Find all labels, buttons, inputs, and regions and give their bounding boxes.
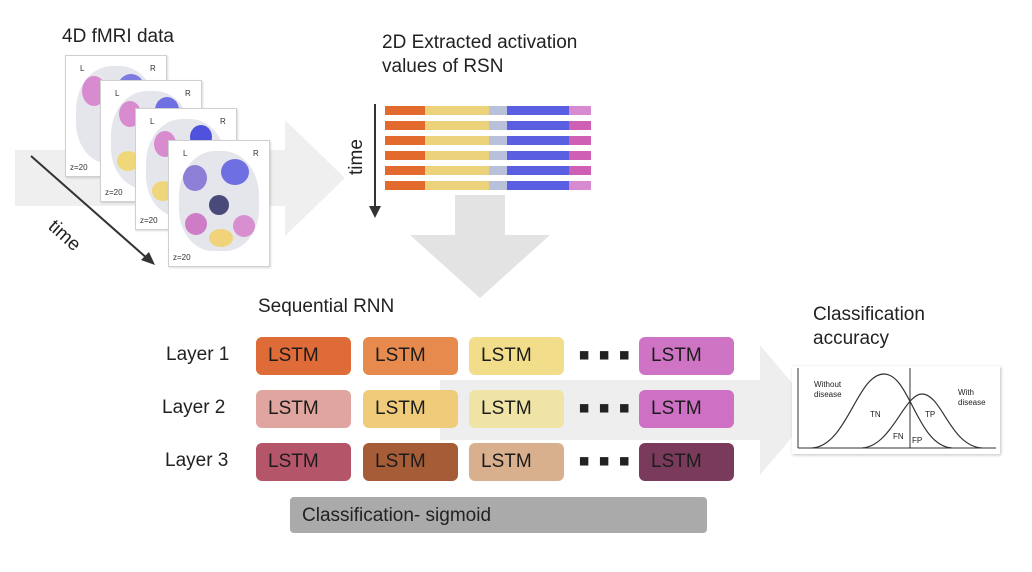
accuracy-plot: Without disease With disease TN TP FN FP: [792, 366, 1000, 454]
fmri-title: 4D fMRI data: [62, 26, 174, 47]
arrow-rsn-to-rnn: [410, 195, 550, 298]
accuracy-title-line2: accuracy: [813, 328, 890, 349]
without-disease-line1: Without: [814, 380, 842, 389]
without-disease-line2: disease: [814, 390, 842, 399]
rsn-row: [385, 121, 591, 130]
fp-label: FP: [912, 436, 923, 445]
lstm-cell: LSTM: [363, 337, 458, 375]
lstm-cell: LSTM: [256, 390, 351, 428]
lstm-cell: LSTM: [639, 337, 734, 375]
accuracy-title-line1: Classification: [813, 304, 925, 325]
lstm-cell: LSTM: [363, 390, 458, 428]
fmri-time-arrow: [30, 155, 155, 265]
rsn-row: [385, 106, 591, 115]
tp-label: TP: [925, 410, 936, 419]
with-disease-line1: With: [958, 388, 974, 397]
layer-label: Layer 2: [162, 397, 226, 418]
rsn-row: [385, 181, 591, 190]
ellipsis: ▪▪▪: [578, 442, 639, 480]
rsn-row: [385, 151, 591, 160]
with-disease-line2: disease: [958, 398, 986, 407]
accuracy-curves: [797, 368, 996, 449]
rnn-title: Sequential RNN: [258, 296, 395, 317]
rsn-row: [385, 136, 591, 145]
rsn-time-label: time: [346, 139, 367, 175]
lstm-cell: LSTM: [256, 443, 351, 481]
tn-label: TN: [870, 410, 881, 419]
rsn-title-line2: values of RSN: [382, 56, 504, 77]
lstm-cell: LSTM: [469, 337, 564, 375]
classification-sigmoid-bar: Classification- sigmoid: [290, 497, 707, 533]
lstm-cell: LSTM: [469, 390, 564, 428]
rsn-row: [385, 166, 591, 175]
rsn-time-arrow: [369, 104, 381, 218]
lstm-cell: LSTM: [639, 390, 734, 428]
lstm-cell: LSTM: [363, 443, 458, 481]
classification-sigmoid-label: Classification- sigmoid: [302, 505, 492, 526]
arrow-rnn-to-accuracy: [440, 345, 815, 475]
lstm-cell: LSTM: [469, 443, 564, 481]
rsn-title-line1: 2D Extracted activation: [382, 32, 578, 53]
layer-label: Layer 1: [166, 344, 230, 365]
ellipsis: ▪▪▪: [578, 336, 639, 374]
lstm-cell: LSTM: [639, 443, 734, 481]
ellipsis: ▪▪▪: [578, 389, 639, 427]
fn-label: FN: [893, 432, 904, 441]
lstm-cell: LSTM: [256, 337, 351, 375]
layer-label: Layer 3: [165, 450, 229, 471]
